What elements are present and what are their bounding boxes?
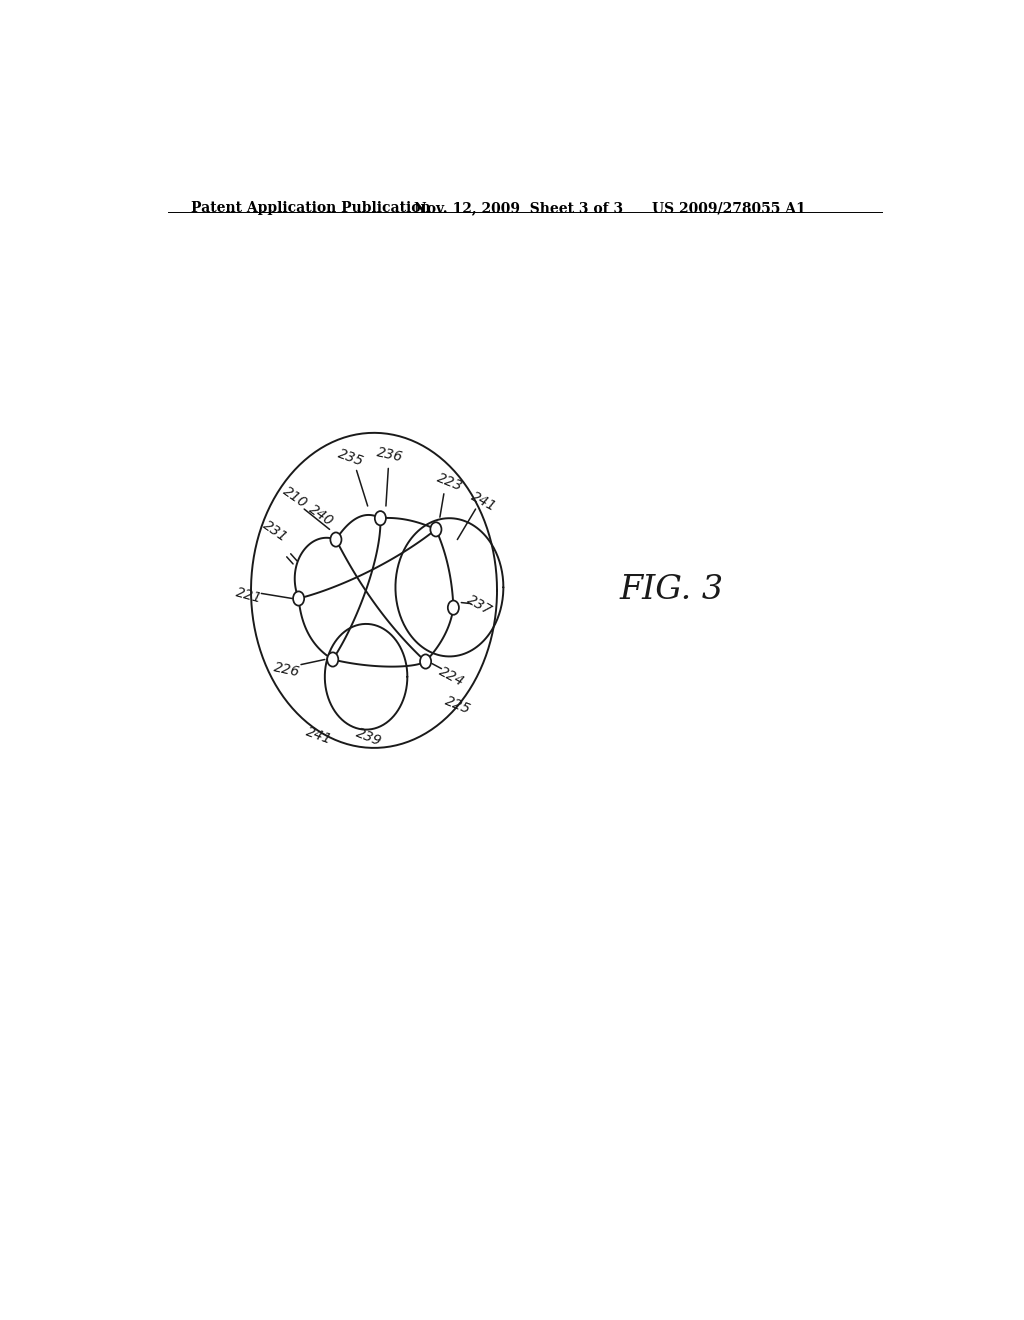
Text: FIG. 3: FIG. 3 bbox=[620, 574, 724, 606]
Text: 210: 210 bbox=[280, 483, 309, 511]
Text: 223: 223 bbox=[435, 471, 465, 494]
Text: Nov. 12, 2009  Sheet 3 of 3: Nov. 12, 2009 Sheet 3 of 3 bbox=[414, 201, 623, 215]
Text: 240: 240 bbox=[306, 502, 336, 528]
Text: 221: 221 bbox=[233, 585, 263, 606]
Text: 236: 236 bbox=[376, 446, 404, 465]
Text: 235: 235 bbox=[336, 447, 366, 470]
Circle shape bbox=[331, 532, 341, 546]
Text: 239: 239 bbox=[353, 726, 383, 750]
Circle shape bbox=[328, 652, 338, 667]
Circle shape bbox=[447, 601, 459, 615]
Text: 237: 237 bbox=[465, 593, 495, 618]
Circle shape bbox=[375, 511, 386, 525]
Circle shape bbox=[420, 655, 431, 669]
Text: Patent Application Publication: Patent Application Publication bbox=[191, 201, 431, 215]
Text: 241: 241 bbox=[303, 725, 334, 747]
Text: 226: 226 bbox=[272, 660, 301, 680]
Circle shape bbox=[293, 591, 304, 606]
Text: 231: 231 bbox=[260, 517, 290, 545]
Text: 224: 224 bbox=[437, 664, 467, 689]
Text: 241: 241 bbox=[469, 490, 499, 515]
Text: US 2009/278055 A1: US 2009/278055 A1 bbox=[652, 201, 806, 215]
Circle shape bbox=[430, 523, 441, 536]
Text: 225: 225 bbox=[442, 694, 472, 717]
